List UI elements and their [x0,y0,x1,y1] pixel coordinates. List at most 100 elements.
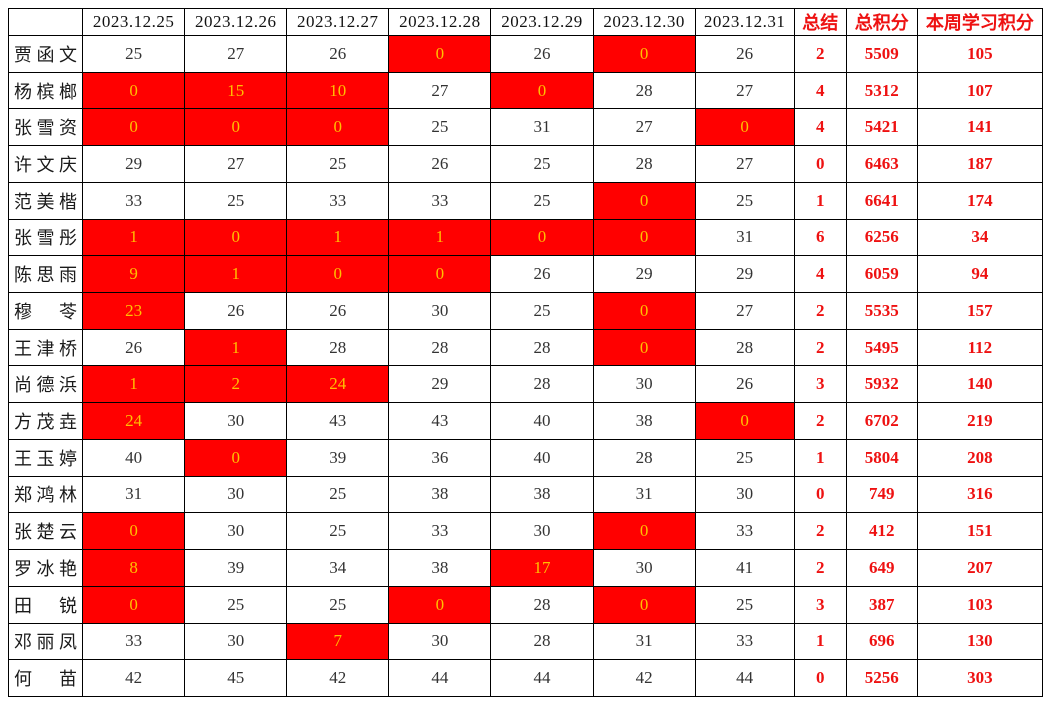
daily-score-cell: 26 [490,255,594,294]
daily-score-cell: 44 [490,659,594,697]
daily-score-cell: 28 [490,585,594,624]
daily-score-cell: 28 [592,71,696,110]
daily-score-cell: 0 [694,108,795,147]
daily-score-cell: 25 [286,512,390,551]
daily-score-cell: 0 [592,292,696,330]
student-name-cell: 张楚云 [7,512,84,551]
daily-score-cell: 43 [286,402,390,440]
daily-score-cell: 30 [592,365,696,404]
total-points-cell: 387 [845,585,918,624]
daily-score-cell: 39 [184,549,288,587]
column-header-summary: 总结 [793,8,847,36]
header-row: 2023.12.25 2023.12.26 2023.12.27 2023.12.28… [7,8,1044,36]
table-row: 罗冰艳 8 39 34 38 17 30 41 2 649 207 [7,549,1044,587]
daily-score-cell: 29 [592,255,696,294]
daily-score-cell: 26 [82,328,186,367]
weekly-points-cell: 141 [916,108,1044,147]
total-points-cell: 6256 [845,218,918,257]
column-header-date: 2023.12.26 [184,8,288,36]
daily-score-cell: 28 [592,438,696,477]
student-name-cell: 田锐 [7,585,84,624]
table-row: 张雪资 0 0 0 25 31 27 0 4 5421 141 [7,108,1044,147]
daily-score-cell: 29 [82,145,186,183]
table-row: 穆苓 23 26 26 30 25 0 27 2 5535 157 [7,292,1044,330]
daily-score-cell: 0 [184,438,288,477]
daily-score-cell: 30 [184,512,288,551]
daily-score-cell: 25 [490,292,594,330]
summary-count-cell: 4 [793,108,847,147]
daily-score-cell: 25 [490,145,594,183]
weekly-points-cell: 112 [916,328,1044,367]
table-row: 范美楷 33 25 33 33 25 0 25 1 6641 174 [7,181,1044,220]
total-points-cell: 5421 [845,108,918,147]
summary-count-cell: 1 [793,622,847,661]
weekly-points-cell: 103 [916,585,1044,624]
daily-score-cell: 1 [286,218,390,257]
weekly-score-table: 2023.12.25 2023.12.26 2023.12.27 2023.12.28… [7,8,1044,697]
student-name-cell: 许文庆 [7,145,84,183]
daily-score-cell: 40 [490,438,594,477]
total-points-cell: 5495 [845,328,918,367]
daily-score-cell: 28 [286,328,390,367]
daily-score-cell: 31 [82,475,186,514]
total-points-cell: 5312 [845,71,918,110]
student-name-cell: 何苗 [7,659,84,697]
daily-score-cell: 10 [286,71,390,110]
daily-score-cell: 25 [694,438,795,477]
daily-score-cell: 26 [490,35,594,73]
daily-score-cell: 1 [82,365,186,404]
total-points-cell: 5535 [845,292,918,330]
daily-score-cell: 38 [388,475,492,514]
daily-score-cell: 31 [490,108,594,147]
column-header-date: 2023.12.28 [388,8,492,36]
summary-count-cell: 2 [793,512,847,551]
summary-count-cell: 3 [793,365,847,404]
student-name-cell: 尚德浜 [7,365,84,404]
daily-score-cell: 38 [490,475,594,514]
daily-score-cell: 2 [184,365,288,404]
total-points-cell: 5804 [845,438,918,477]
daily-score-cell: 0 [82,585,186,624]
weekly-points-cell: 207 [916,549,1044,587]
total-points-cell: 6463 [845,145,918,183]
daily-score-cell: 0 [82,512,186,551]
daily-score-cell: 44 [694,659,795,697]
summary-count-cell: 1 [793,438,847,477]
daily-score-cell: 30 [388,622,492,661]
daily-score-cell: 27 [694,292,795,330]
weekly-points-cell: 219 [916,402,1044,440]
daily-score-cell: 33 [694,622,795,661]
daily-score-cell: 0 [592,218,696,257]
daily-score-cell: 30 [184,475,288,514]
table-row: 王玉婷 40 0 39 36 40 28 25 1 5804 208 [7,438,1044,477]
daily-score-cell: 0 [286,108,390,147]
daily-score-cell: 42 [82,659,186,697]
table-row: 尚德浜 1 2 24 29 28 30 26 3 5932 140 [7,365,1044,404]
daily-score-cell: 25 [82,35,186,73]
daily-score-cell: 0 [592,512,696,551]
weekly-points-cell: 107 [916,71,1044,110]
daily-score-cell: 28 [694,328,795,367]
summary-count-cell: 2 [793,35,847,73]
daily-score-cell: 33 [388,512,492,551]
daily-score-cell: 30 [388,292,492,330]
daily-score-cell: 31 [592,622,696,661]
student-name-cell: 杨槟榔 [7,71,84,110]
daily-score-cell: 0 [388,255,492,294]
daily-score-cell: 33 [388,181,492,220]
daily-score-cell: 28 [490,365,594,404]
daily-score-cell: 25 [388,108,492,147]
summary-count-cell: 1 [793,181,847,220]
table-row: 张楚云 0 30 25 33 30 0 33 2 412 151 [7,512,1044,551]
total-points-cell: 649 [845,549,918,587]
daily-score-cell: 26 [184,292,288,330]
daily-score-cell: 29 [388,365,492,404]
weekly-points-cell: 157 [916,292,1044,330]
daily-score-cell: 1 [388,218,492,257]
table-row: 郑鸿林 31 30 25 38 38 31 30 0 749 316 [7,475,1044,514]
column-header-date: 2023.12.25 [82,8,186,36]
total-points-cell: 6059 [845,255,918,294]
daily-score-cell: 7 [286,622,390,661]
weekly-points-cell: 174 [916,181,1044,220]
daily-score-cell: 33 [694,512,795,551]
